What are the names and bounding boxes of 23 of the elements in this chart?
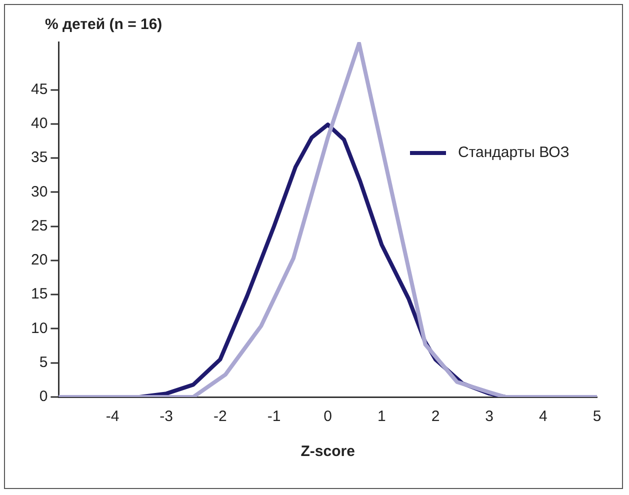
y-tick-label: 40 (30, 115, 48, 132)
x-tick-label: 4 (538, 408, 548, 426)
y-tick-label: 0 (39, 388, 48, 406)
x-tick-label: -4 (106, 408, 120, 426)
x-tick-label: 5 (592, 408, 602, 426)
y-tick-label: 15 (30, 286, 48, 303)
x-tick-label: -2 (214, 408, 227, 426)
legend-label: Стандарты ВОЗ (458, 144, 570, 161)
x-tick-label: 3 (485, 408, 494, 426)
x-tick-label: 0 (324, 408, 332, 426)
x-tick-label: -3 (160, 408, 174, 426)
x-tick-label: 1 (378, 408, 386, 426)
y-tick-label: 10 (30, 320, 48, 337)
x-axis-title: Z-score (300, 443, 355, 460)
y-tick-label: 20 (30, 252, 48, 269)
y-tick-label: 25 (30, 217, 48, 234)
y-axis-title: % детей (n = 16) (45, 16, 162, 33)
x-tick-label: -1 (267, 408, 281, 426)
y-tick-label: 35 (30, 149, 48, 166)
y-tick-label: 30 (30, 183, 48, 200)
y-tick-label: 5 (39, 354, 48, 372)
y-tick-label: 45 (30, 80, 48, 98)
x-tick-label: 2 (431, 408, 440, 426)
